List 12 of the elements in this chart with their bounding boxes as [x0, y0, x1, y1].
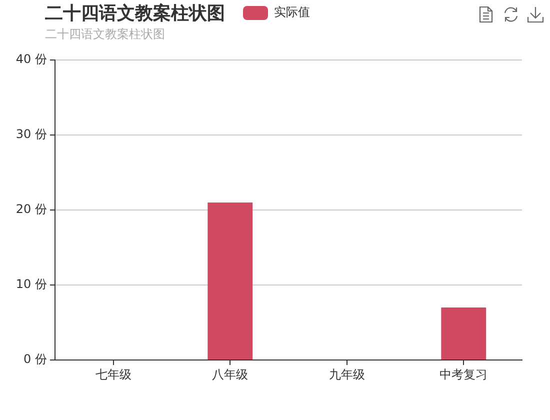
y-tick-label: 0 份: [24, 352, 47, 366]
y-tick-label: 10 份: [16, 277, 47, 292]
chart-subtitle: 二十四语文教案柱状图: [45, 26, 165, 43]
y-tick-label: 40 份: [16, 52, 47, 66]
y-tick-label: 20 份: [16, 202, 47, 216]
chart-title: 二十四语文教案柱状图: [45, 2, 225, 25]
y-tick-label: 30 份: [16, 127, 47, 142]
x-tick-label: 七年级: [95, 367, 132, 382]
x-tick-label: 中考复习: [440, 367, 488, 382]
x-tick-label: 九年级: [328, 367, 365, 382]
x-tick-label: 八年级: [212, 367, 248, 382]
legend-label: 实际值: [274, 4, 310, 21]
